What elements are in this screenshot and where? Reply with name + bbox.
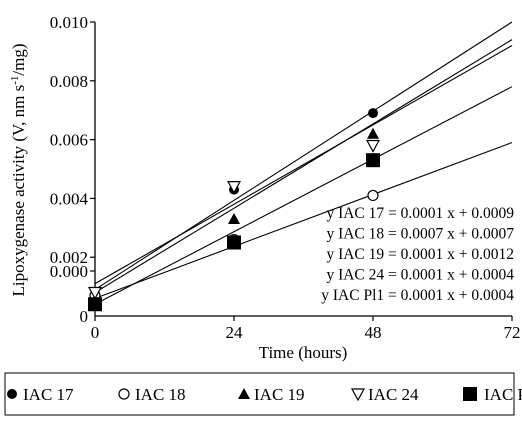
equation-2: y IAC 19 = 0.0001 x + 0.0012 (326, 246, 514, 263)
point-s2-p1-shape (228, 212, 240, 224)
legend-box (4, 372, 515, 416)
x-axis-label: Time (hours) (259, 343, 348, 362)
equation-4: y IAC Pl1 = 0.0001 x + 0.0004 (321, 287, 514, 304)
x-tick-label-3: 72 (504, 323, 521, 342)
point-s3-p1-shape (226, 181, 242, 194)
point-s4-p1-shape (227, 235, 241, 250)
point-s2-p1 (228, 212, 240, 224)
legend-marker-2 (238, 388, 250, 399)
y-tick-label-6: 0.010 (50, 13, 88, 32)
legend-marker-1 (118, 388, 130, 400)
y-tick-label-2: 0.002 (50, 248, 88, 267)
x-tick-label-2: 48 (365, 323, 382, 342)
trend-lines (94, 21, 513, 305)
y-axis-label-superscript: -1 (9, 76, 21, 85)
equation-1: y IAC 18 = 0.0007 x + 0.0007 (326, 226, 514, 243)
y-axis-label-main: Lipoxygenase activity (V, nm s (9, 85, 28, 297)
legend-marker-2-shape (238, 388, 250, 399)
trend-line-1 (94, 142, 513, 299)
legend: IAC 17 IAC 18 IAC 19 IAC 24 IAC PL1 (7, 385, 522, 404)
x-tick-label-0: 0 (91, 323, 100, 342)
legend-marker-0 (7, 389, 17, 399)
legend-label-3: IAC 24 (368, 385, 419, 404)
y-tick-label-1: 0.000 (50, 262, 88, 281)
point-s3-p0-shape (87, 286, 103, 300)
point-s4-p2-shape (366, 153, 380, 168)
legend-label-1: IAC 18 (135, 385, 186, 404)
point-s4-p0-shape (88, 297, 102, 312)
y-tick-label-3: 0.004 (50, 189, 89, 208)
trend-line-0 (94, 21, 513, 291)
x-tick-label-1: 24 (226, 323, 244, 342)
y-tick-label-0: 0 (80, 307, 89, 326)
trend-line-3 (94, 45, 513, 285)
y-tick-label-4: 0.006 (50, 131, 88, 150)
axes (94, 22, 512, 317)
y-axis-label-tail: /mg) (9, 44, 28, 76)
point-s4-p1 (227, 235, 241, 250)
legend-marker-4 (463, 387, 477, 401)
point-s1-p2 (367, 189, 379, 202)
point-s4-p2 (366, 153, 380, 168)
point-s1-p2-shape (367, 189, 379, 202)
point-s3-p2-shape (365, 139, 381, 153)
point-s0-p2 (368, 108, 378, 119)
point-s3-p0 (87, 286, 103, 300)
legend-marker-0-shape (7, 389, 17, 399)
point-s3-p1 (226, 181, 242, 194)
legend-label-0: IAC 17 (23, 385, 74, 404)
legend-marker-4-shape (463, 387, 477, 401)
point-s2-p2-shape (367, 127, 379, 139)
legend-label-4: IAC PL1 (484, 385, 522, 404)
y-tick-label-5: 0.008 (50, 72, 88, 91)
regression-equations: y IAC 17 = 0.0001 x + 0.0009 y IAC 18 = 0… (321, 205, 514, 304)
legend-label-2: IAC 19 (254, 385, 305, 404)
legend-marker-3 (350, 388, 366, 402)
y-axis-label: Lipoxygenase activity (V, nm s-1/mg) (9, 44, 28, 297)
legend-marker-1-shape (118, 388, 130, 400)
equation-3: y IAC 24 = 0.0001 x + 0.0004 (326, 267, 514, 284)
equation-0: y IAC 17 = 0.0001 x + 0.0009 (326, 205, 514, 222)
trend-line-2 (94, 39, 513, 293)
legend-marker-3-shape (350, 388, 366, 402)
point-s2-p2 (367, 127, 379, 139)
trend-line-4 (94, 86, 513, 305)
data-markers (87, 108, 381, 312)
point-s3-p2 (365, 139, 381, 153)
point-s0-p2-shape (368, 108, 378, 119)
point-s4-p0 (88, 297, 102, 312)
